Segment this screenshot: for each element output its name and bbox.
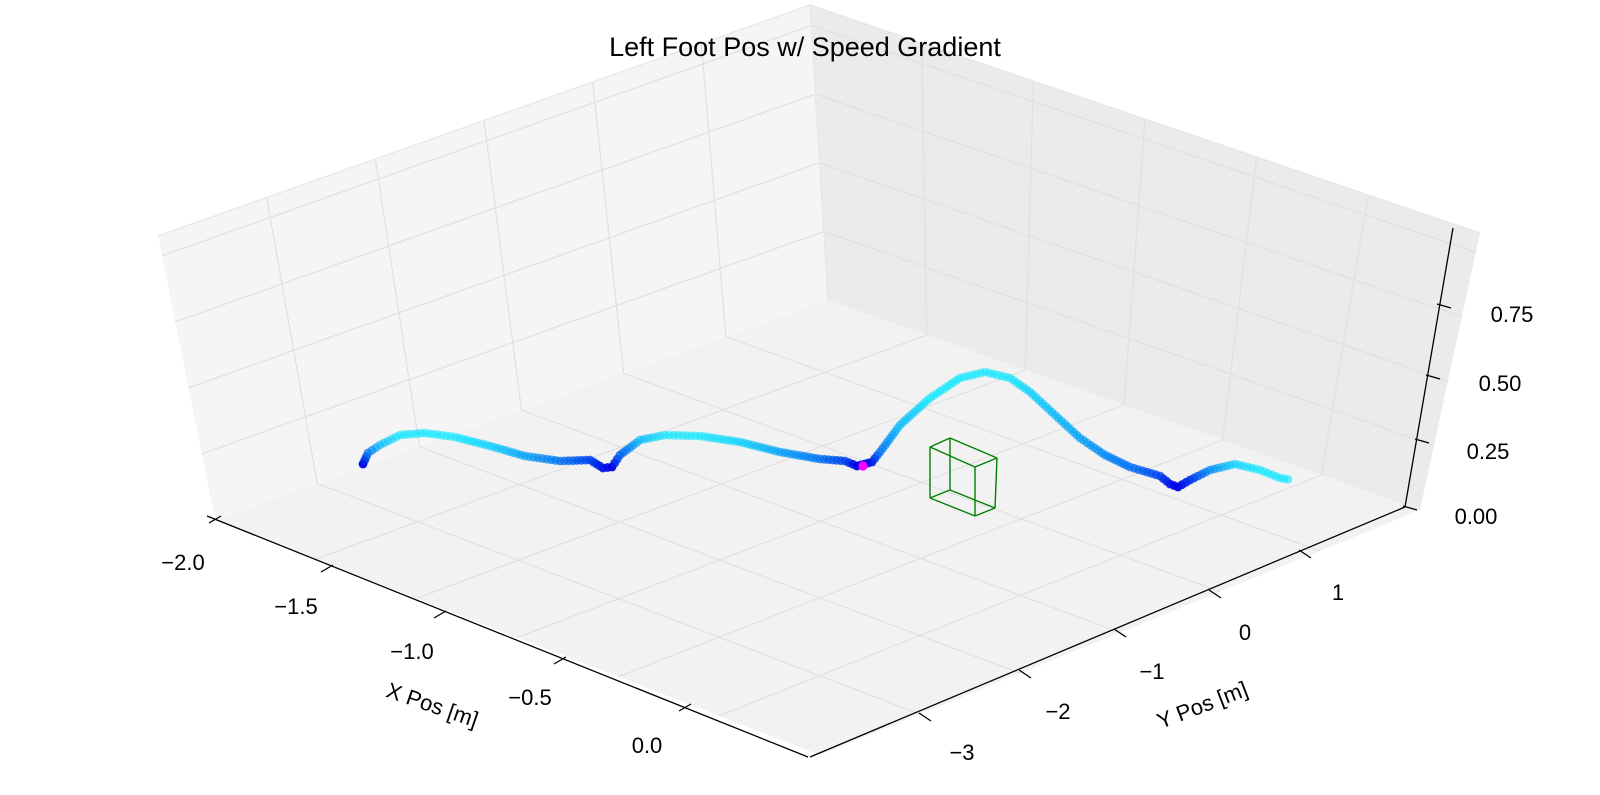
trajectory-series [358,367,1293,492]
x-axis-label: X Pos [m] [383,678,481,733]
grid-line [483,120,523,411]
x-axis-line [206,515,809,758]
y-tick [1113,628,1127,638]
y-tick [1018,669,1032,679]
y-tick-label: 0 [1239,620,1251,645]
x-tick [433,610,447,619]
obstacle-edge [929,497,976,517]
grid-line [1222,156,1258,441]
x-tick [208,515,222,524]
chart-grid [157,4,1481,717]
obstacle-edge [974,507,996,517]
y-axis-label: Y Pos [m] [1154,676,1252,733]
obstacle-edge [929,489,951,499]
x-tick [320,564,334,573]
z-tick [1402,505,1418,511]
x-tick-label: −2.0 [161,550,204,575]
obstacle-box [929,437,998,517]
obstacle-edge [949,437,998,459]
y-tick-label: −3 [949,740,974,765]
x-tick-label: −0.5 [508,685,551,710]
y-tick-label: −1 [1139,659,1164,684]
z-axis-line [1404,227,1454,508]
y-tick [1298,549,1312,559]
chart-title: Left Foot Pos w/ Speed Gradient [609,32,1001,62]
grid-line [266,197,318,484]
z-tick [1436,303,1452,309]
y-tick [918,712,932,722]
x-tick [678,703,692,712]
z-tick-label: 0.00 [1455,504,1498,529]
grid-line [1320,194,1369,476]
chart-axes: −2.0 −1.5 −1.0 −0.5 0.0 −3 −2 −1 0 1 0.00 0.25 0.50 0… [161,227,1534,765]
pane-edge [809,4,829,301]
x-tick [553,656,567,665]
x-tick-label: −1.0 [390,639,433,664]
grid-line [592,81,625,374]
right-wall-pane [810,5,1480,510]
floor-pane [215,300,1420,755]
grid-line [700,43,727,337]
obstacle-edge [929,437,951,448]
grid-line [1123,118,1146,406]
x-tick-label: −1.5 [274,594,317,619]
y-tick-label: 1 [1332,580,1344,605]
obstacle-edge [929,446,976,468]
grid-line [921,42,928,336]
y-tick-label: −2 [1045,699,1070,724]
y-tick [1208,589,1222,599]
grid-line [374,158,420,447]
left-wall-pane [158,5,828,520]
z-tick-label: 0.75 [1491,302,1534,327]
obstacle-edge [994,457,998,509]
z-tick [1425,374,1441,380]
trajectory-highlight-point [858,461,868,471]
grid-line [718,474,1322,717]
obstacle-edge [974,457,998,468]
z-tick [1414,438,1430,444]
z-tick-label: 0.25 [1467,439,1510,464]
x-tick-label: 0.0 [632,733,663,758]
trajectory-point [1283,474,1293,484]
z-tick-label: 0.50 [1479,371,1522,396]
y-axis-line [809,506,1406,758]
obstacle-edge [949,489,996,509]
chart-panes [158,5,1480,755]
grid-line [1024,80,1034,371]
